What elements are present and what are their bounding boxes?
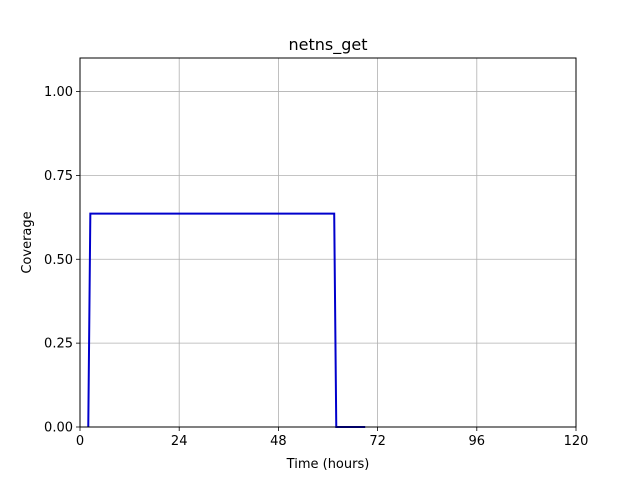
ticks: 0 24 48 72 96 120 0.00 0.25 0.50 0.75 1.00 <box>44 85 588 449</box>
y-tick-label: 0.50 <box>44 253 73 268</box>
y-axis-label: Coverage <box>20 211 35 273</box>
x-tick-label: 72 <box>369 434 386 449</box>
chart-title: netns_get <box>288 35 367 55</box>
x-tick-label: 120 <box>564 434 589 449</box>
plot-frame <box>79 57 577 428</box>
x-tick-label: 96 <box>469 434 486 449</box>
x-tick-label: 0 <box>76 434 84 449</box>
x-tick-label: 24 <box>171 434 188 449</box>
y-tick-label: 0.75 <box>44 169 73 184</box>
y-tick-label: 0.00 <box>44 421 73 436</box>
x-tick-label: 48 <box>270 434 287 449</box>
x-axis-label: Time (hours) <box>286 457 370 472</box>
y-tick-label: 1.00 <box>44 85 73 100</box>
y-tick-label: 0.25 <box>44 337 73 352</box>
